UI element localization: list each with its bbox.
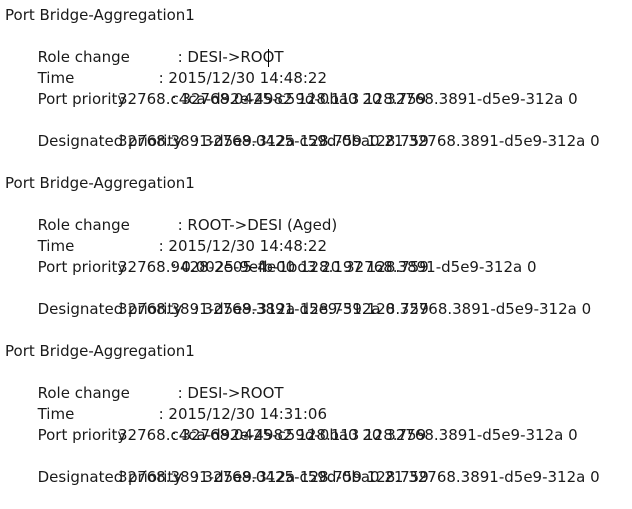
designated-priority-line: Designated priority : 32768.0425-c59d-0ba…	[0, 446, 632, 486]
stp-history-entry-2: Port Bridge-Aggregation1 Role change : RO…	[0, 173, 632, 320]
stp-history-entry-1: Port Bridge-Aggregation1 Role change : DE…	[0, 5, 632, 152]
stp-history-entry-3: Port Bridge-Aggregation1 Role change : DE…	[0, 341, 632, 488]
port-title: Port Bridge-Aggregation1	[5, 342, 195, 360]
designated-priority-label: Designated priority	[37, 468, 183, 486]
time-label: Time	[37, 69, 75, 87]
port-priority-line: Port priority : 32768.0425-c59d-0ba0 20 3…	[0, 404, 632, 444]
port-priority-label: Port priority	[37, 258, 127, 276]
designated-priority-value-continuation: 32768.3891-d5e9-312a 128.759 128.759	[118, 300, 429, 318]
role-change-line: Role change : ROOT->DESI (Aged)	[0, 194, 632, 234]
designated-priority-line: Designated priority : 32768.0425-c59d-0ba…	[0, 110, 632, 150]
port-priority-value-continuation: 32768.c4ca-d92e-4982 128.113 128.759	[118, 426, 427, 444]
time-line: Time : 2015/12/30 14:48:22	[0, 215, 632, 255]
port-title: Port Bridge-Aggregation1	[5, 174, 195, 192]
role-change-label: Role change	[37, 216, 130, 234]
role-change-value: : DESI->ROOT	[177, 48, 284, 66]
port-priority-label: Port priority	[37, 426, 127, 444]
role-change-label: Role change	[37, 384, 130, 402]
role-change-value: : DESI->ROOT	[177, 384, 284, 402]
port-title: Port Bridge-Aggregation1	[5, 6, 195, 24]
role-change-value: : ROOT->DESI (Aged)	[177, 216, 338, 234]
time-value: : 2015/12/30 14:48:22	[158, 237, 328, 255]
time-line: Time : 2015/12/30 14:31:06	[0, 383, 632, 423]
port-priority-value: : 32768.0425-c59d-0ba0 20 32768.3891-d5e…	[171, 90, 578, 108]
designated-priority-label: Designated priority	[37, 300, 183, 318]
port-priority-value-continuation: 32768.9428-2e05-4e00 128.197 128.759	[118, 258, 429, 276]
role-change-label: Role change	[37, 48, 130, 66]
role-change-line: Role change : DESI->ROOT	[0, 362, 632, 402]
port-priority-value: : 32768.0425-c59d-0ba0 20 32768.3891-d5e…	[171, 426, 578, 444]
designated-priority-line: Designated priority : 32768.3891-d5e9-312…	[0, 278, 632, 318]
designated-priority-value: : 32768.3891-d5e9-312a 0 32768.3891-d5e9…	[193, 300, 592, 318]
time-label: Time	[37, 405, 75, 423]
port-priority-value-continuation: 32768.c4ca-d92e-4982 128.113 128.759	[118, 90, 427, 108]
role-change-line: Role change : DESI->ROOT	[0, 26, 632, 66]
designated-priority-value-continuation: 32768.3891-d5e9-312a 128.759 128.759	[118, 132, 429, 150]
designated-priority-value: : 32768.0425-c59d-0ba0 21 32768.3891-d5e…	[193, 132, 600, 150]
time-value: : 2015/12/30 14:48:22	[158, 69, 328, 87]
designated-priority-label: Designated priority	[37, 132, 183, 150]
port-priority-value: : 0.0025-9efb-1bd3 20 32768.3891-d5e9-31…	[171, 258, 537, 276]
designated-priority-value-continuation: 32768.3891-d5e9-312a 128.759 128.759	[118, 468, 429, 486]
time-value: : 2015/12/30 14:31:06	[158, 405, 328, 423]
port-priority-label: Port priority	[37, 90, 127, 108]
time-line: Time : 2015/12/30 14:48:22	[0, 47, 632, 87]
port-priority-line: Port priority : 32768.0425-c59d-0ba0 20 3…	[0, 68, 632, 108]
stp-port-history-output[interactable]: Port Bridge-Aggregation1 Role change : DE…	[0, 0, 632, 495]
text-cursor	[268, 49, 269, 67]
designated-priority-value: : 32768.0425-c59d-0ba0 21 32768.3891-d5e…	[193, 468, 600, 486]
time-label: Time	[37, 237, 75, 255]
port-priority-line: Port priority : 0.0025-9efb-1bd3 20 32768…	[0, 236, 632, 276]
